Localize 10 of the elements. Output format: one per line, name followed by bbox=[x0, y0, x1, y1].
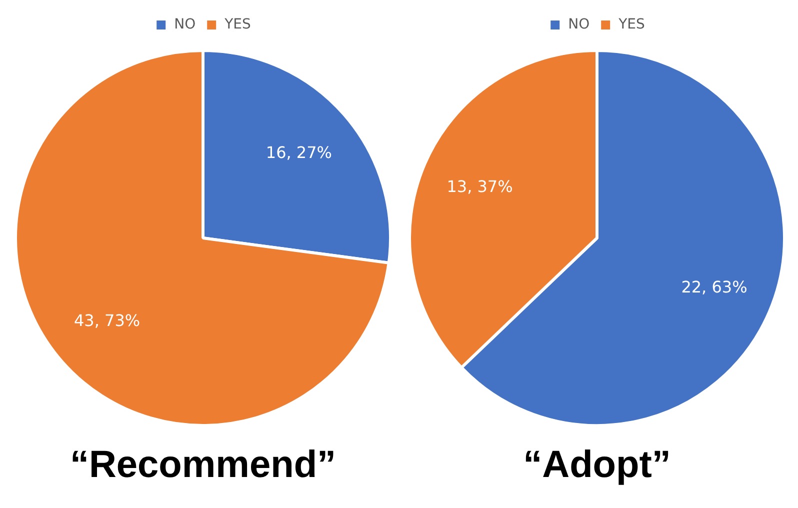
legend-label: YES bbox=[618, 16, 645, 33]
data-label: 13, 37% bbox=[446, 177, 513, 196]
data-label: 43, 73% bbox=[74, 311, 140, 330]
data-label: 22, 63% bbox=[681, 277, 748, 296]
legend-label: NO bbox=[568, 16, 590, 33]
legend-label: YES bbox=[224, 16, 251, 33]
legend-label: NO bbox=[174, 16, 196, 33]
text: “Adopt” bbox=[523, 444, 671, 487]
text: “Recommend” bbox=[70, 444, 336, 487]
data-label: 16, 27% bbox=[266, 143, 332, 162]
